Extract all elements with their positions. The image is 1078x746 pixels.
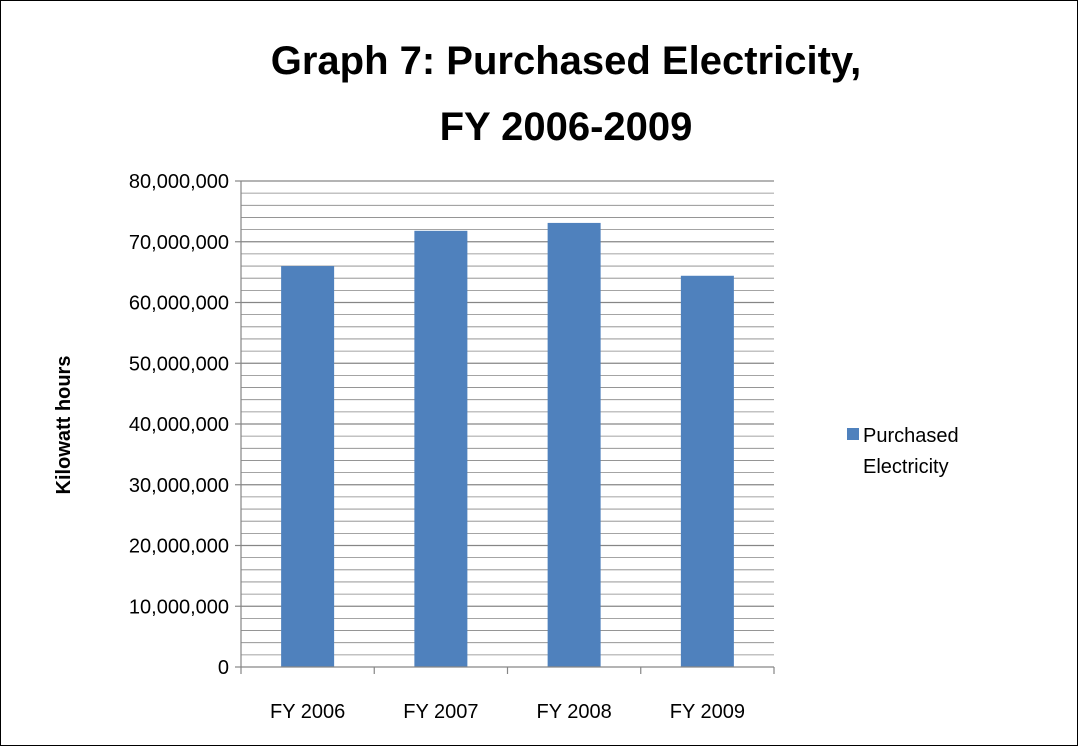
y-tick-labels: 0 10,000,000 20,000,000 30,000,000 40,000,00… xyxy=(129,171,229,679)
y-tick-label: 60,000,000 xyxy=(129,293,229,315)
legend: Purchased Electricity xyxy=(847,425,959,478)
chart-subtitle: FY 2006-2009 xyxy=(440,105,693,149)
bar-fy-2008 xyxy=(547,222,601,668)
axes xyxy=(235,180,775,674)
bar-fy-2006 xyxy=(281,266,335,667)
y-tick-label: 80,000,000 xyxy=(129,171,229,193)
legend-label-line-1: Purchased xyxy=(863,425,959,447)
x-tick-label: FY 2007 xyxy=(403,701,478,723)
bar-fy-2009 xyxy=(680,275,734,667)
bars xyxy=(281,222,734,668)
bar-fy-2007 xyxy=(414,230,468,667)
x-tick-label: FY 2009 xyxy=(670,701,745,723)
chart-title: Graph 7: Purchased Electricity, xyxy=(271,39,862,83)
y-tick-label: 20,000,000 xyxy=(129,536,229,558)
x-tick-label: FY 2006 xyxy=(270,701,345,723)
y-tick-label: 70,000,000 xyxy=(129,232,229,254)
y-tick-label: 50,000,000 xyxy=(129,353,229,375)
x-tick-labels: FY 2006 FY 2007 FY 2008 FY 2009 xyxy=(270,701,745,723)
x-tick-label: FY 2008 xyxy=(537,701,612,723)
legend-swatch xyxy=(847,428,859,440)
legend-label-line-2: Electricity xyxy=(863,456,949,478)
y-tick-label: 10,000,000 xyxy=(129,596,229,618)
y-tick-label: 40,000,000 xyxy=(129,414,229,436)
y-axis-label: Kilowatt hours xyxy=(53,356,75,495)
y-tick-label: 30,000,000 xyxy=(129,475,229,497)
y-tick-label: 0 xyxy=(218,657,229,679)
